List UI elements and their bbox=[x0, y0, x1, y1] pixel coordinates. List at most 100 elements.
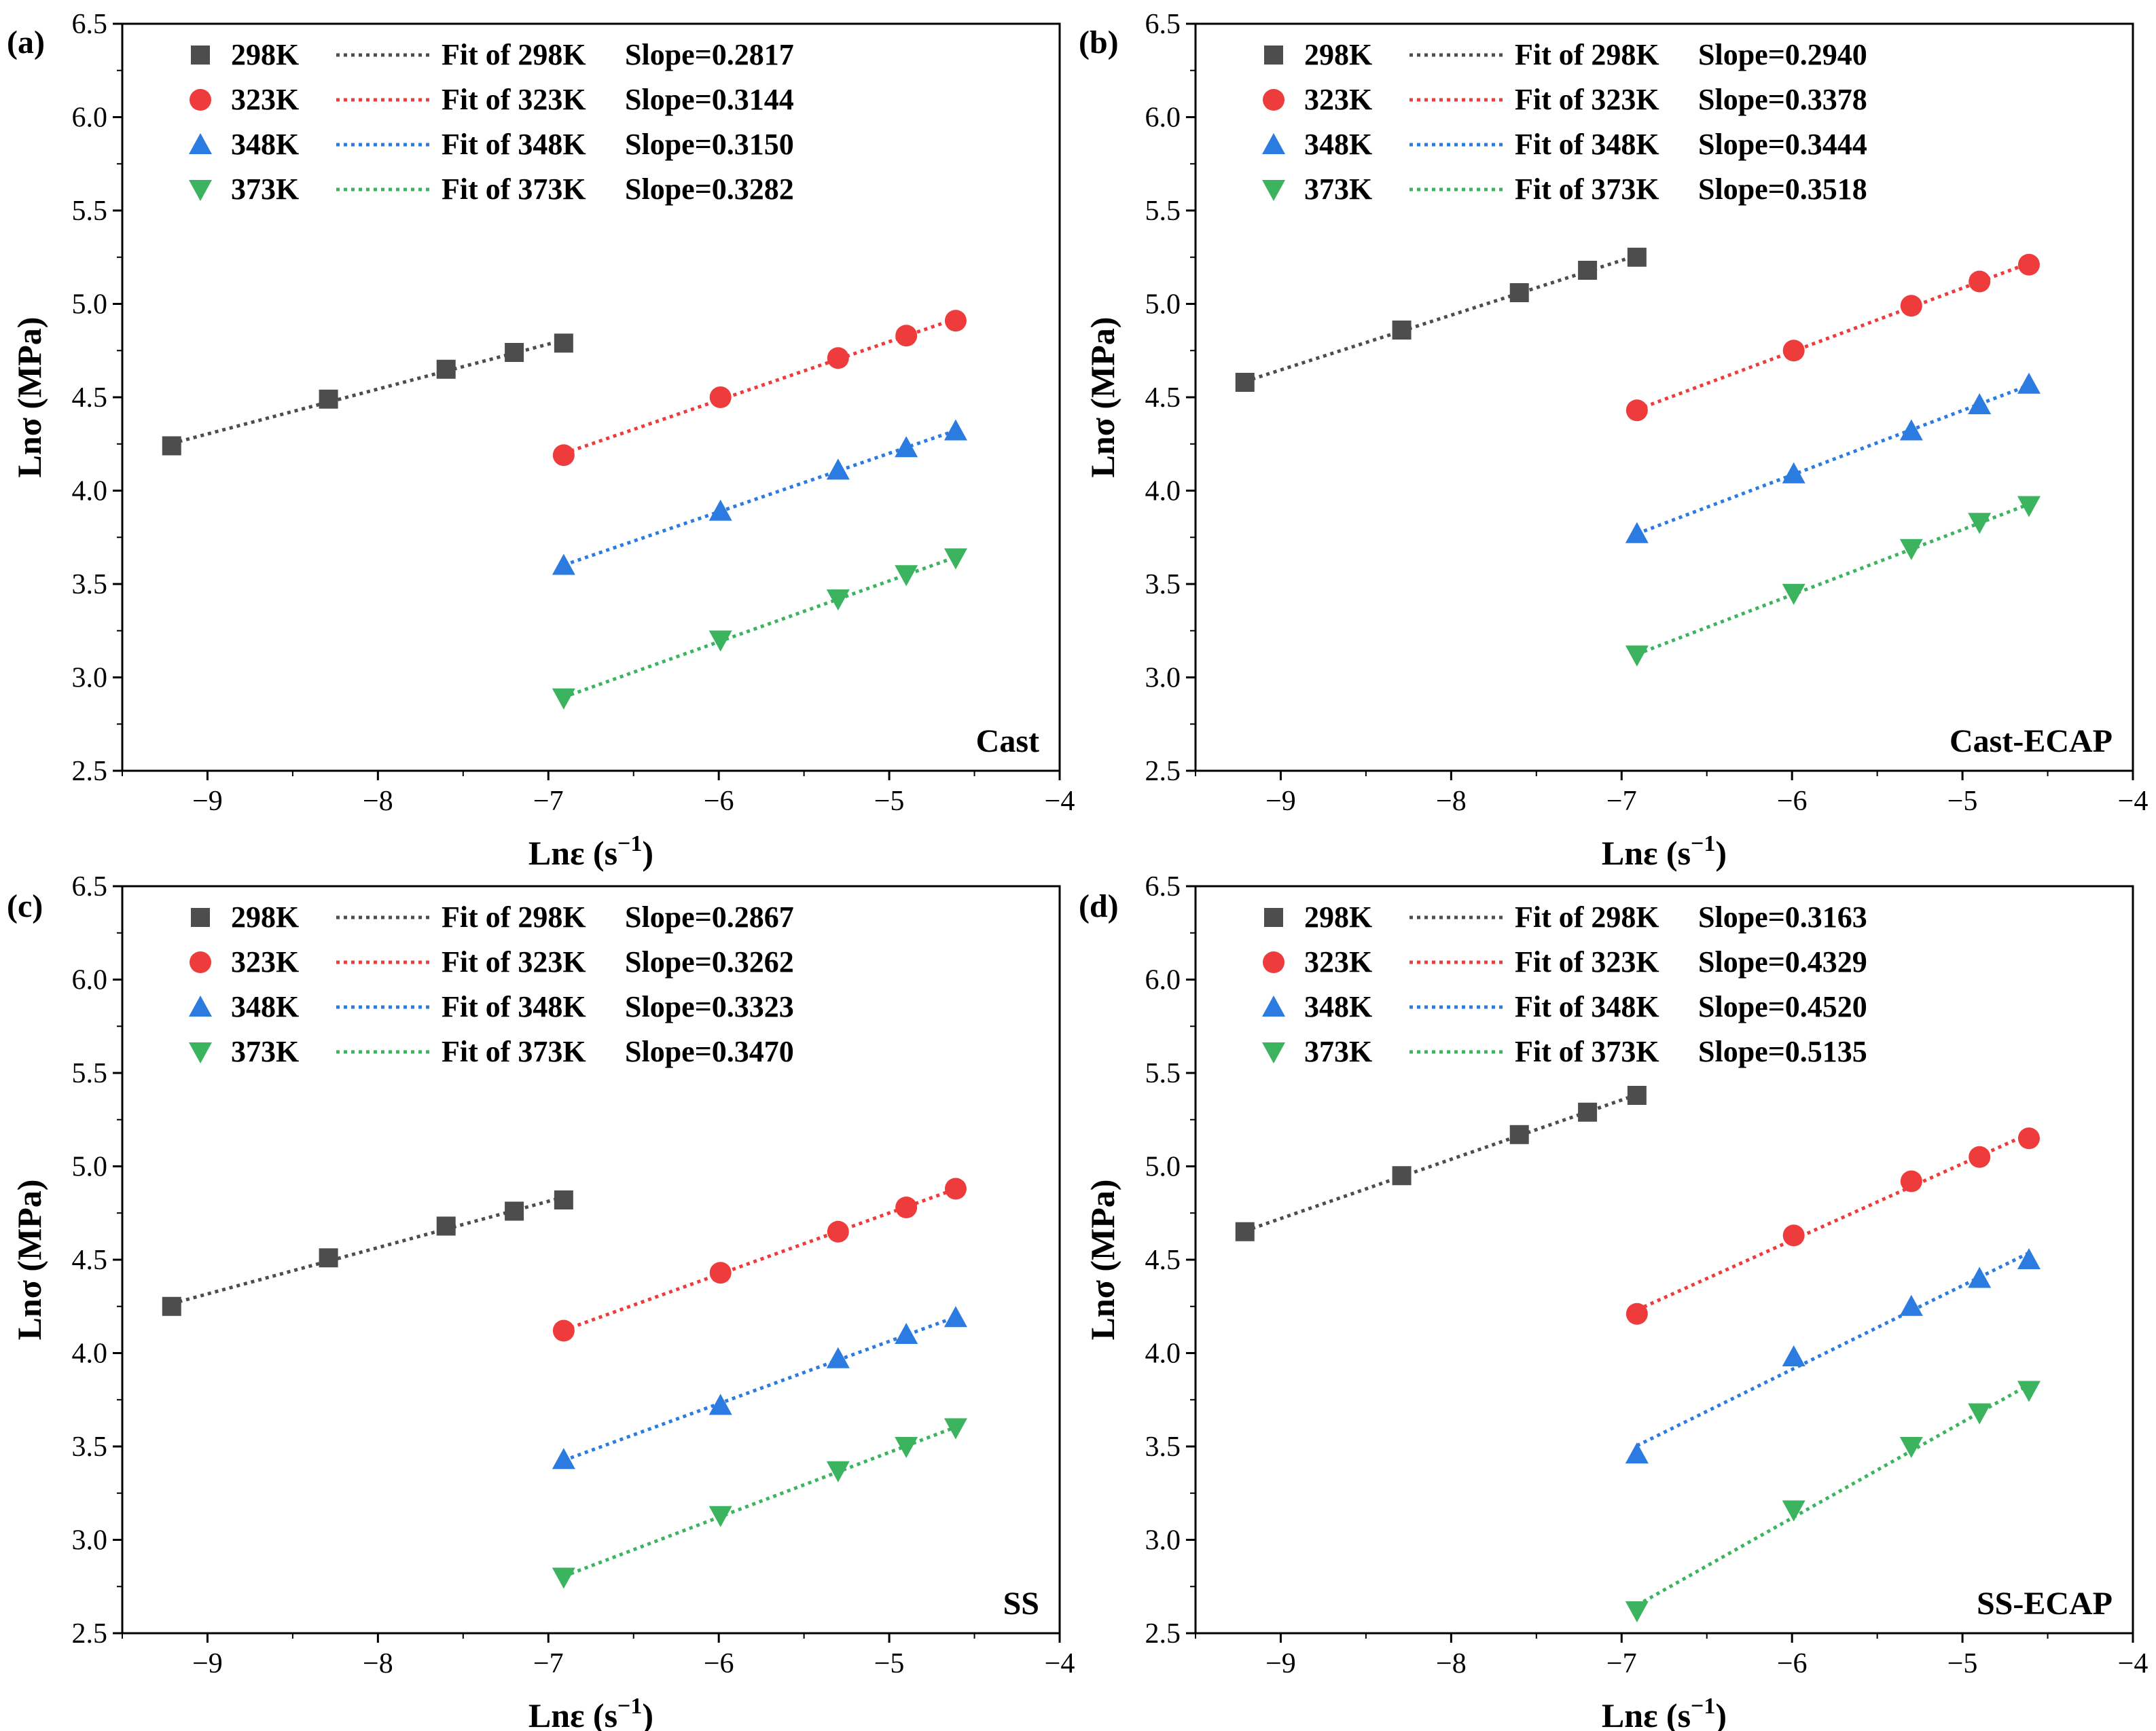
x-tick-label: −4 bbox=[2118, 786, 2149, 817]
legend-series-label: 298K bbox=[1304, 38, 1372, 71]
legend-series-label: 348K bbox=[231, 128, 299, 161]
legend-series-label: 348K bbox=[1304, 128, 1372, 161]
data-point-373K bbox=[1968, 1403, 1992, 1425]
y-tick-label: 5.0 bbox=[72, 289, 108, 321]
legend-marker-298K bbox=[191, 45, 210, 65]
data-point-323K bbox=[1900, 295, 1922, 317]
legend-series-label: 348K bbox=[231, 990, 299, 1023]
legend-entry-298K: 298K Fit of 298K Slope=0.2940 bbox=[1264, 38, 1867, 71]
y-tick-label: 6.0 bbox=[1145, 103, 1181, 134]
fit-line-298K bbox=[171, 338, 564, 445]
legend-entry-373K: 373K Fit of 373K Slope=0.5135 bbox=[1262, 1035, 1867, 1068]
legend-marker-298K bbox=[191, 908, 210, 927]
data-point-323K bbox=[552, 1319, 575, 1342]
data-point-298K bbox=[554, 333, 573, 353]
x-tick-label: −4 bbox=[2118, 1648, 2149, 1679]
data-point-348K bbox=[2017, 372, 2041, 394]
data-point-348K bbox=[895, 436, 918, 458]
data-point-323K bbox=[944, 310, 967, 332]
data-point-348K bbox=[1625, 522, 1649, 543]
legend-entry-298K: 298K Fit of 298K Slope=0.3163 bbox=[1264, 900, 1867, 934]
data-point-298K bbox=[162, 436, 181, 456]
legend-slope-label: Slope=0.4329 bbox=[1698, 945, 1867, 979]
x-axis-title-close: ) bbox=[642, 834, 653, 872]
data-point-348K bbox=[895, 1323, 918, 1344]
legend-marker-348K bbox=[189, 133, 212, 154]
y-tick-label: 3.5 bbox=[1145, 569, 1181, 600]
legend-series-label: 298K bbox=[231, 38, 299, 71]
data-point-373K bbox=[1968, 513, 1992, 534]
series-348K bbox=[552, 419, 967, 575]
data-point-298K bbox=[1235, 373, 1255, 392]
fit-line-348K bbox=[562, 1315, 956, 1462]
x-tick-label: −8 bbox=[363, 786, 393, 817]
fit-line-373K bbox=[1636, 503, 2030, 656]
data-point-298K bbox=[436, 1216, 456, 1236]
legend-marker-323K bbox=[1263, 89, 1284, 111]
x-tick-label: −8 bbox=[1436, 1648, 1467, 1679]
x-tick-label: −7 bbox=[1606, 786, 1637, 817]
fit-line-298K bbox=[1244, 253, 1638, 384]
x-axis-title: Lnε (s−1) bbox=[1602, 831, 1727, 872]
data-point-373K bbox=[708, 1506, 732, 1527]
data-point-373K bbox=[1625, 645, 1649, 667]
legend-entry-298K: 298K Fit of 298K Slope=0.2867 bbox=[191, 900, 794, 934]
data-point-323K bbox=[709, 386, 732, 408]
data-point-298K bbox=[436, 359, 456, 379]
legend-series-label: 373K bbox=[231, 1035, 299, 1068]
data-point-348K bbox=[944, 1306, 967, 1328]
data-point-373K bbox=[1899, 539, 1923, 560]
series-348K bbox=[1625, 1248, 2041, 1463]
data-point-323K bbox=[1625, 1302, 1648, 1325]
x-axis-title-main: Lnε (s bbox=[528, 834, 617, 872]
data-point-298K bbox=[505, 1201, 524, 1221]
data-point-323K bbox=[827, 347, 849, 369]
data-point-298K bbox=[1578, 261, 1598, 280]
y-tick-label: 5.5 bbox=[72, 196, 108, 227]
series-373K bbox=[1625, 1381, 2041, 1622]
data-point-298K bbox=[162, 1296, 181, 1316]
legend-fit-label: Fit of 323K bbox=[1515, 945, 1659, 979]
legend-fit-label: Fit of 373K bbox=[1515, 172, 1659, 206]
y-axis-title: Lnσ (MPa) bbox=[1083, 1180, 1121, 1341]
y-tick-label: 4.5 bbox=[1145, 1245, 1181, 1276]
y-tick-label: 3.0 bbox=[72, 1525, 108, 1556]
x-axis-title-sup: −1 bbox=[1691, 831, 1715, 856]
legend-slope-label: Slope=0.4520 bbox=[1698, 990, 1867, 1023]
x-tick-label: −7 bbox=[1606, 1648, 1637, 1679]
data-point-323K bbox=[1900, 1170, 1922, 1192]
panel-label: (b) bbox=[1079, 24, 1119, 60]
data-point-373K bbox=[895, 565, 918, 587]
data-point-323K bbox=[944, 1178, 967, 1200]
legend-marker-348K bbox=[1262, 996, 1285, 1017]
legend-series-label: 373K bbox=[1304, 1035, 1372, 1068]
x-axis-title: Lnε (s−1) bbox=[1602, 1694, 1727, 1731]
y-tick-label: 6.5 bbox=[72, 9, 108, 40]
data-point-373K bbox=[944, 548, 967, 570]
y-axis-title: Lnσ (MPa) bbox=[10, 317, 48, 478]
y-tick-label: 2.5 bbox=[72, 1618, 108, 1650]
data-point-298K bbox=[554, 1190, 573, 1209]
x-axis-title-close: ) bbox=[1715, 1696, 1727, 1731]
y-tick-label: 4.0 bbox=[72, 1338, 108, 1370]
data-point-348K bbox=[826, 1347, 850, 1368]
data-point-373K bbox=[2017, 496, 2041, 517]
y-tick-label: 3.0 bbox=[1145, 663, 1181, 694]
legend-slope-label: Slope=0.3282 bbox=[625, 172, 794, 206]
y-tick-label: 5.5 bbox=[1145, 1058, 1181, 1089]
x-axis-title-main: Lnε (s bbox=[1602, 1696, 1691, 1731]
data-point-373K bbox=[708, 630, 732, 652]
data-point-373K bbox=[1782, 583, 1805, 605]
data-point-373K bbox=[1625, 1601, 1649, 1622]
series-323K bbox=[1625, 1127, 2040, 1325]
legend-entry-298K: 298K Fit of 298K Slope=0.2817 bbox=[191, 38, 794, 71]
legend-series-label: 348K bbox=[1304, 990, 1372, 1023]
x-tick-label: −6 bbox=[704, 786, 734, 817]
x-axis-title-sup: −1 bbox=[617, 831, 642, 856]
data-point-323K bbox=[2017, 253, 2040, 276]
data-point-298K bbox=[319, 389, 338, 409]
x-tick-label: −9 bbox=[192, 1648, 223, 1679]
x-tick-label: −6 bbox=[1777, 1648, 1808, 1679]
fit-line-323K bbox=[563, 1187, 956, 1332]
legend-entry-373K: 373K Fit of 373K Slope=0.3470 bbox=[189, 1035, 794, 1068]
